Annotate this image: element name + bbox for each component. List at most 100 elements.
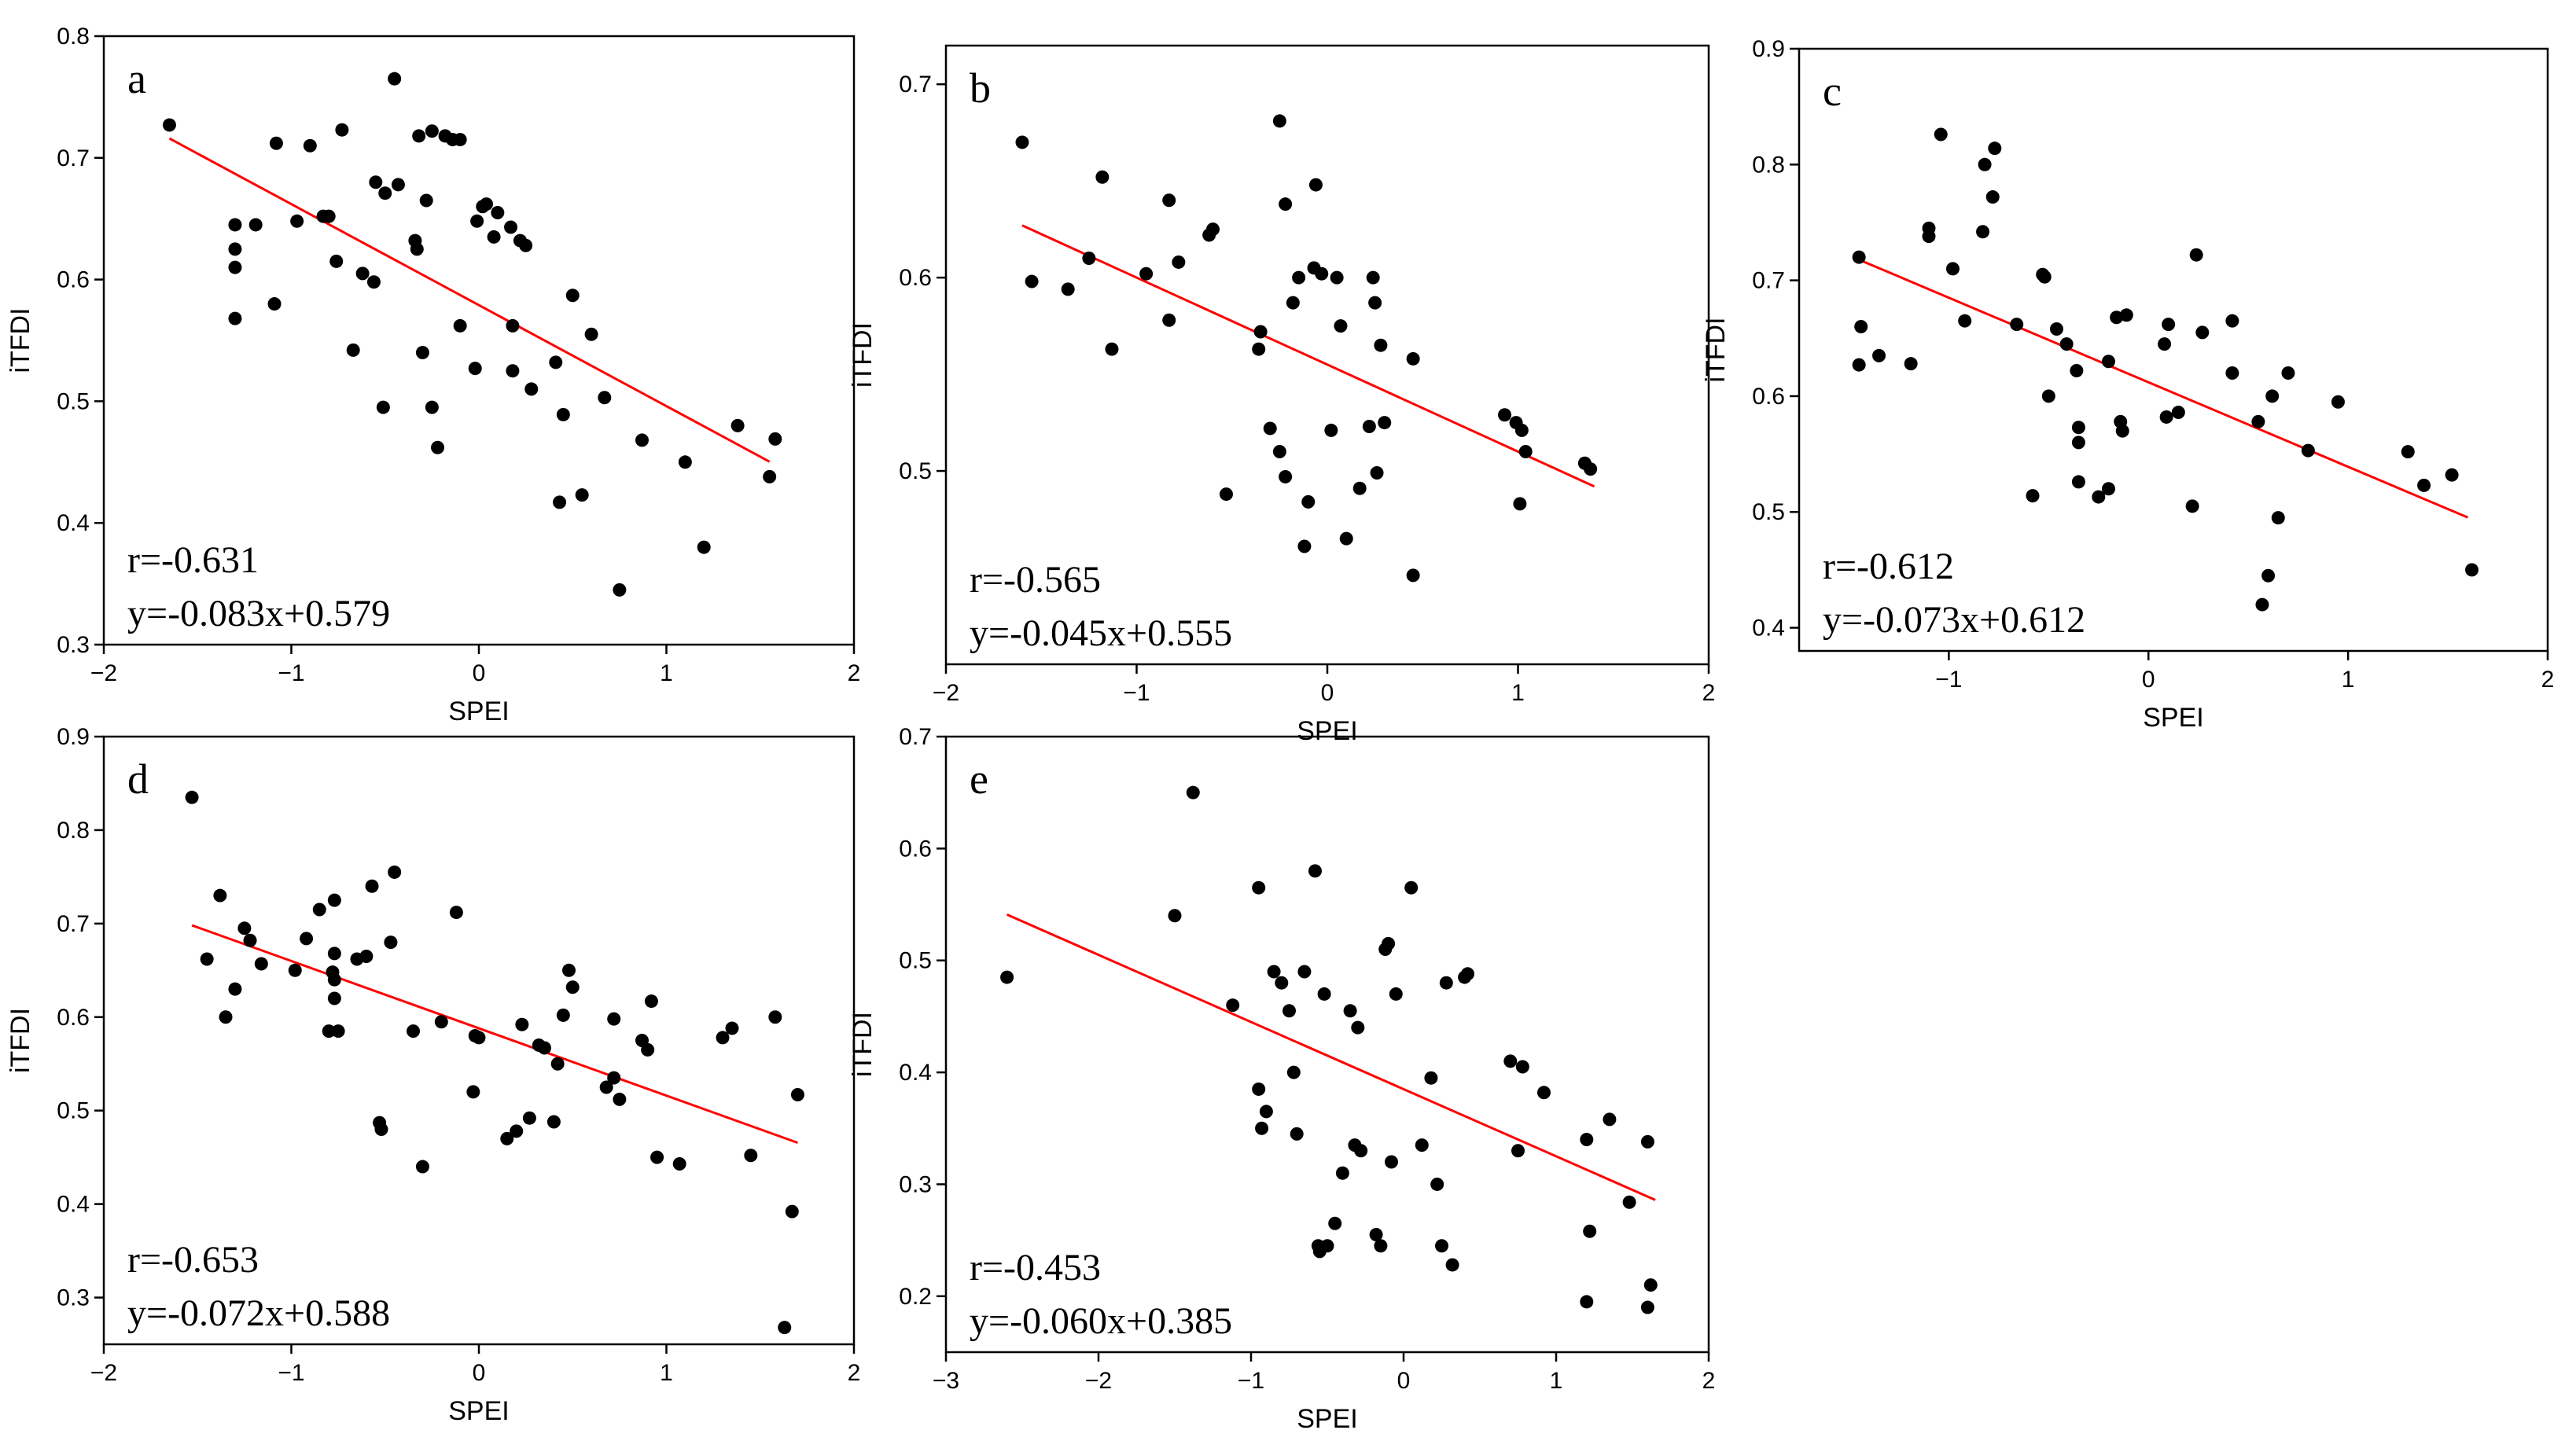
data-point — [598, 391, 612, 405]
data-point — [524, 382, 539, 396]
data-point — [1513, 497, 1527, 511]
data-point — [1362, 419, 1376, 433]
data-point — [200, 952, 214, 966]
data-point — [716, 1031, 730, 1045]
data-point — [2026, 489, 2040, 503]
regression-line — [168, 137, 771, 463]
data-point — [1297, 965, 1312, 979]
data-point — [1095, 170, 1110, 184]
data-point — [1369, 1228, 1383, 1242]
data-point — [1172, 255, 1186, 269]
y-tick-label: 0.7 — [899, 724, 932, 750]
data-point — [1334, 319, 1348, 333]
data-point — [1308, 178, 1323, 192]
data-point — [1640, 1134, 1654, 1149]
data-point — [1339, 531, 1353, 546]
data-point — [1415, 1138, 1429, 1152]
x-tick-label: 2 — [848, 1360, 861, 1386]
data-point — [331, 1024, 345, 1038]
data-point — [1934, 127, 1948, 142]
y-axis-label: iTFDI — [1701, 317, 1731, 382]
data-point — [470, 214, 484, 228]
data-point — [641, 1042, 655, 1057]
panel-d: −2 −1 0 1 2 0.3 0.4 0.5 0.6 0.7 0.8 0.9 SPEI iTFDI d r=… — [6, 724, 860, 1426]
data-point — [1275, 976, 1289, 990]
data-point — [2171, 406, 2185, 420]
data-point — [2195, 325, 2210, 340]
y-tick-label: 0.6 — [1752, 384, 1785, 410]
data-point — [1168, 909, 1182, 923]
data-point — [744, 1149, 758, 1163]
data-point — [1406, 351, 1420, 366]
y-tick-label: 0.7 — [57, 145, 90, 171]
data-point — [2265, 389, 2280, 403]
data-point — [1435, 1239, 1448, 1253]
data-point — [2417, 478, 2431, 492]
data-point — [162, 118, 176, 132]
x-tick-label: −1 — [278, 660, 304, 686]
data-point — [607, 1071, 621, 1085]
data-point — [768, 432, 782, 446]
y-tick-label: 0.4 — [57, 1192, 90, 1218]
x-tick-label: −1 — [1123, 680, 1150, 706]
y-tick-label: 0.7 — [899, 72, 932, 97]
data-point — [2071, 436, 2085, 450]
y-tick-label: 0.2 — [899, 1284, 932, 1310]
equation-text: y=-0.045x+0.555 — [970, 612, 1232, 654]
data-point — [549, 355, 563, 369]
data-point — [412, 129, 426, 143]
data-point — [2110, 311, 2124, 325]
data-point — [1082, 252, 1096, 266]
data-point — [790, 1087, 804, 1101]
data-point — [519, 238, 533, 252]
y-tick-label: 0.9 — [1752, 36, 1785, 62]
data-point — [466, 1085, 480, 1099]
data-point — [1988, 142, 2002, 156]
data-point — [1282, 1004, 1296, 1018]
data-point — [369, 175, 383, 189]
data-point — [2261, 568, 2276, 583]
data-point — [546, 1115, 561, 1129]
data-point — [1252, 880, 1266, 895]
data-point — [312, 902, 326, 917]
data-point — [1518, 444, 1533, 458]
panel-b: −2 −1 0 1 2 0.5 0.6 0.7 SPEI iTFDI b r=-0.565 y=-0.0… — [848, 44, 1715, 746]
x-tick-label: 2 — [848, 660, 861, 686]
data-point — [644, 994, 658, 1009]
data-point — [366, 275, 381, 289]
y-tick-label: 0.3 — [899, 1171, 932, 1197]
x-tick-label: −2 — [933, 680, 959, 706]
data-point — [228, 982, 242, 996]
data-point — [1297, 539, 1312, 553]
data-point — [1424, 1071, 1438, 1085]
data-point — [607, 1012, 621, 1026]
data-point — [453, 133, 467, 147]
data-point — [322, 209, 336, 223]
correlation-text: r=-0.565 — [970, 559, 1101, 601]
y-tick-label: 0.3 — [57, 1285, 90, 1311]
plot-frame — [1798, 47, 2549, 652]
x-axis-label: SPEI — [1297, 716, 1357, 746]
data-point — [561, 963, 576, 977]
data-point — [1308, 864, 1322, 878]
data-point — [327, 991, 341, 1005]
data-point — [1852, 250, 1866, 264]
data-point — [228, 311, 242, 325]
data-point — [1640, 1300, 1654, 1314]
x-tick-label: −1 — [1238, 1368, 1264, 1394]
data-point — [2049, 322, 2063, 336]
data-point — [327, 972, 341, 987]
x-axis-label: SPEI — [448, 697, 509, 726]
data-point — [2185, 499, 2199, 513]
data-point — [725, 1021, 739, 1035]
data-point — [453, 318, 467, 333]
data-point — [228, 218, 242, 232]
data-point — [650, 1150, 664, 1164]
data-point — [506, 364, 520, 378]
equation-text: y=-0.083x+0.579 — [127, 593, 390, 634]
data-point — [2251, 414, 2265, 428]
data-point — [327, 893, 341, 907]
data-point — [1186, 785, 1200, 800]
regression-line — [1858, 258, 2469, 519]
data-point — [1511, 1144, 1525, 1158]
